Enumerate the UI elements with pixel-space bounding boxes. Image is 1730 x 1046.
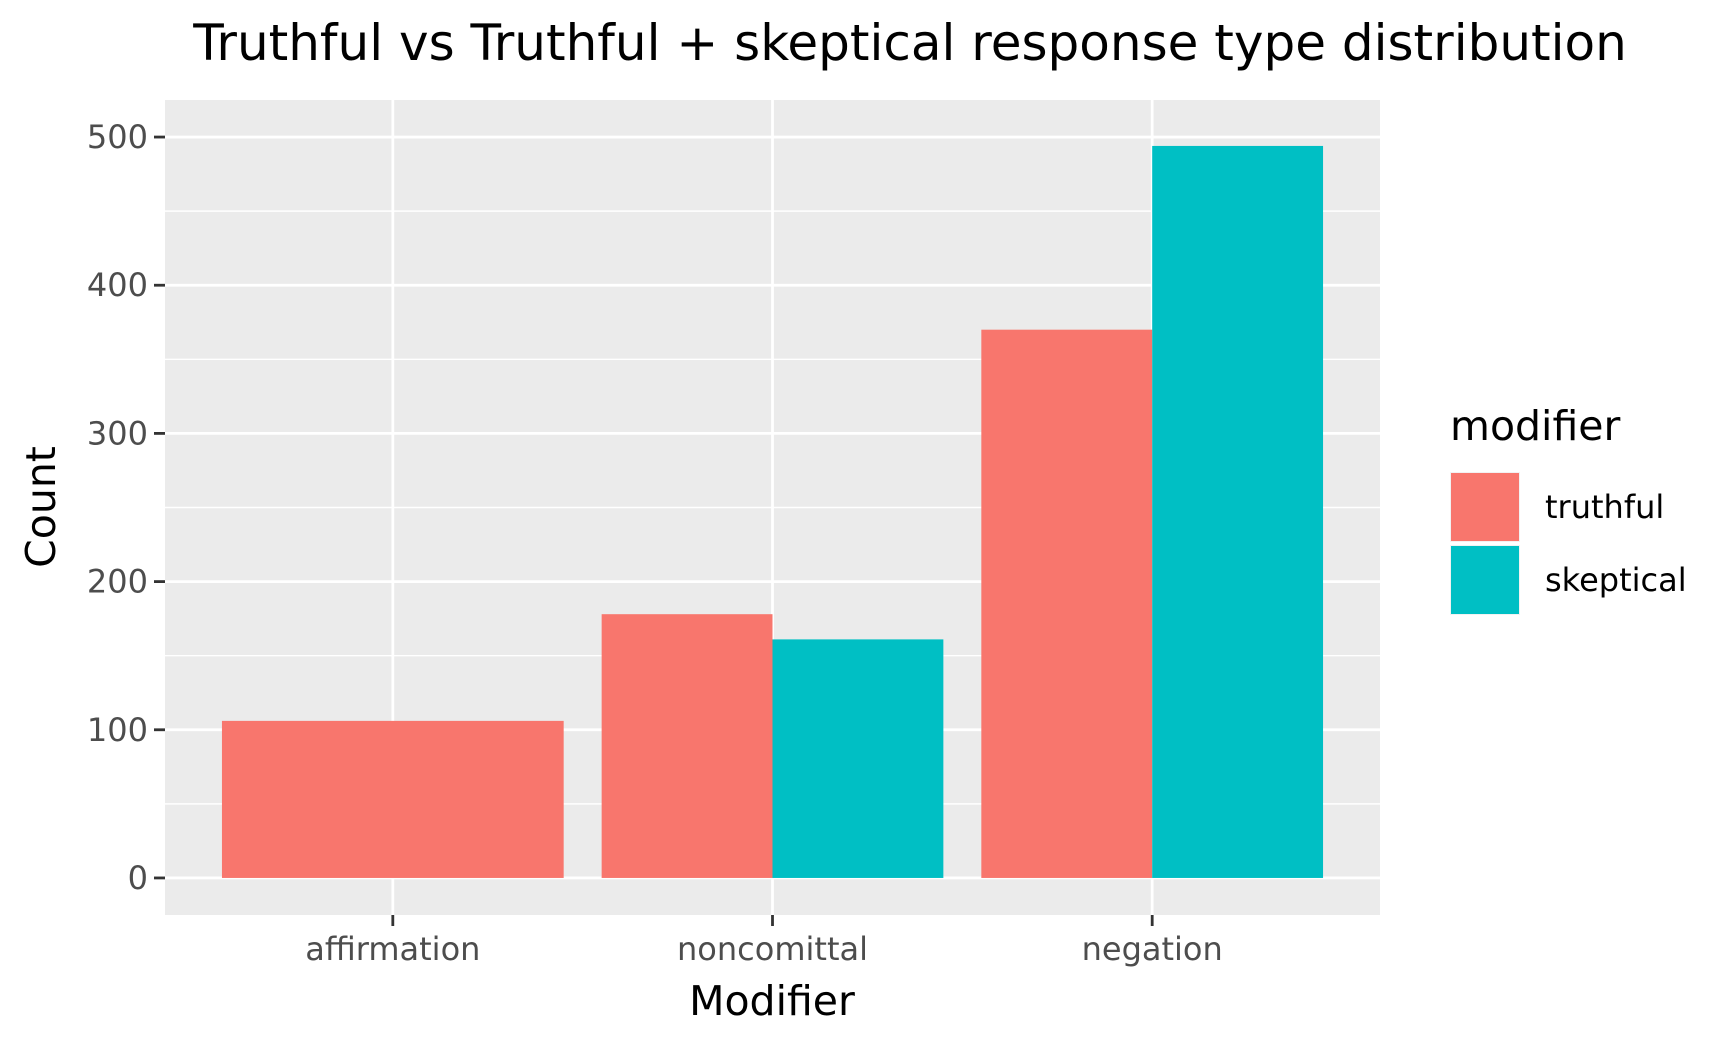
x-axis: affirmation noncomittal negation: [305, 915, 1223, 968]
y-tick-label: 200: [87, 563, 148, 601]
bar-truthful-noncomittal: [601, 614, 773, 878]
y-tick-label: 300: [87, 414, 148, 452]
bar-truthful-affirmation: [221, 720, 564, 878]
y-tick-label: 100: [87, 711, 148, 749]
legend: modifier truthful skeptical: [1450, 402, 1687, 615]
chart-title: Truthful vs Truthful + skeptical respons…: [192, 14, 1627, 72]
x-tick-label: noncomittal: [677, 930, 868, 968]
y-axis: 0 100 200 300 400 500: [87, 118, 165, 897]
bar-truthful-negation: [981, 329, 1153, 878]
legend-swatch-skeptical: [1451, 546, 1519, 614]
legend-label-skeptical: skeptical: [1545, 561, 1687, 599]
bar-skeptical-negation: [1152, 145, 1324, 878]
legend-swatch-truthful: [1451, 473, 1519, 541]
y-tick-label: 400: [87, 266, 148, 304]
legend-items: truthful skeptical: [1450, 472, 1687, 615]
legend-title: modifier: [1450, 402, 1620, 450]
y-tick-label: 500: [87, 118, 148, 156]
x-axis-title: Modifier: [689, 977, 855, 1025]
x-tick-label: negation: [1082, 930, 1223, 968]
x-tick-label: affirmation: [305, 930, 480, 968]
legend-label-truthful: truthful: [1545, 488, 1664, 526]
y-tick-label: 0: [128, 859, 148, 897]
bar-skeptical-noncomittal: [772, 639, 944, 878]
y-axis-title: Count: [17, 446, 65, 568]
bars: [221, 145, 1324, 878]
